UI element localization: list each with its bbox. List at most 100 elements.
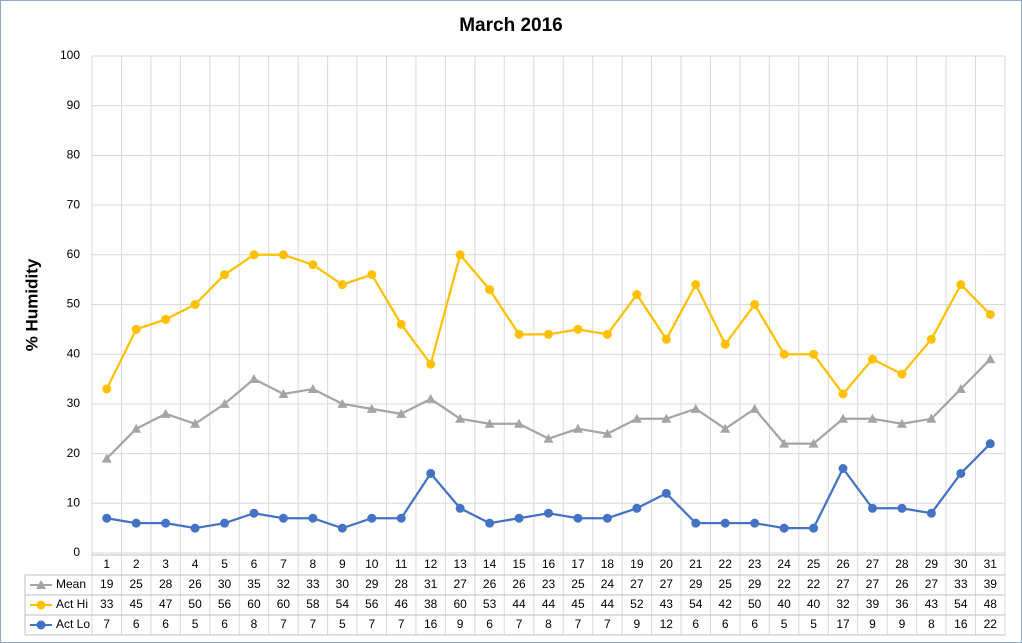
y-tick-label: 50 <box>67 297 81 311</box>
table-value: 25 <box>571 577 585 591</box>
point <box>190 300 200 309</box>
x-tick-label: 22 <box>719 557 733 571</box>
table-value: 32 <box>836 597 850 611</box>
point <box>985 354 996 364</box>
point <box>691 280 701 290</box>
x-tick-label: 24 <box>777 557 791 571</box>
y-tick-label: 90 <box>67 98 81 112</box>
table-value: 50 <box>188 597 202 611</box>
point <box>102 384 112 394</box>
y-tick-label: 0 <box>73 545 80 559</box>
y-tick-label: 70 <box>67 197 81 211</box>
point <box>308 513 318 523</box>
table-value: 60 <box>247 597 261 611</box>
point <box>544 508 553 518</box>
x-tick-label: 18 <box>601 557 615 571</box>
x-tick-label: 17 <box>571 557 585 571</box>
table-value: 7 <box>604 617 611 631</box>
x-tick-label: 16 <box>542 557 556 571</box>
table-value: 40 <box>807 597 821 611</box>
point <box>779 523 789 533</box>
table-value: 6 <box>692 617 699 631</box>
point <box>220 518 230 528</box>
table-value: 30 <box>218 577 232 591</box>
point <box>455 413 466 423</box>
table-value: 22 <box>984 617 998 631</box>
table-value: 45 <box>129 597 143 611</box>
point <box>278 513 288 523</box>
table-value: 27 <box>630 577 644 591</box>
table-value: 8 <box>545 617 552 631</box>
table-value: 7 <box>398 617 405 631</box>
table-value: 5 <box>339 617 346 631</box>
table-value: 23 <box>542 577 556 591</box>
point <box>426 359 436 369</box>
point <box>838 413 849 423</box>
point <box>161 314 171 324</box>
table-value: 9 <box>899 617 906 631</box>
y-tick-label: 30 <box>67 396 81 410</box>
point <box>956 468 966 478</box>
point <box>779 438 790 448</box>
table-value: 25 <box>129 577 143 591</box>
table-value: 9 <box>634 617 641 631</box>
table-value: 6 <box>722 617 729 631</box>
table-value: 16 <box>954 617 968 631</box>
point <box>484 418 495 428</box>
point <box>337 398 348 408</box>
table-value: 25 <box>719 577 733 591</box>
point <box>661 334 671 344</box>
point <box>367 270 377 280</box>
table-value: 27 <box>925 577 939 591</box>
table-value: 60 <box>277 597 291 611</box>
table-value: 44 <box>601 597 615 611</box>
point <box>249 250 259 260</box>
point <box>661 413 672 423</box>
table-value: 54 <box>336 597 350 611</box>
table-value: 6 <box>133 617 140 631</box>
point <box>190 418 201 428</box>
table-value: 40 <box>777 597 791 611</box>
table-value: 28 <box>159 577 173 591</box>
point <box>396 319 406 329</box>
table-value: 6 <box>162 617 169 631</box>
x-tick-label: 6 <box>251 557 258 571</box>
x-tick-label: 25 <box>807 557 821 571</box>
point <box>602 329 612 339</box>
table-value: 43 <box>660 597 674 611</box>
table-value: 17 <box>836 617 850 631</box>
table-value: 60 <box>453 597 467 611</box>
legend-label: Act Hi <box>56 597 88 611</box>
table-value: 29 <box>689 577 703 591</box>
point <box>632 290 642 300</box>
x-tick-label: 4 <box>192 557 199 571</box>
legend-marker <box>36 580 46 589</box>
table-value: 44 <box>512 597 526 611</box>
point <box>455 503 465 513</box>
table-value: 24 <box>601 577 615 591</box>
point <box>514 329 524 339</box>
x-tick-label: 3 <box>162 557 169 571</box>
point <box>131 518 141 528</box>
table-value: 27 <box>660 577 674 591</box>
point <box>809 523 819 533</box>
point <box>720 423 731 433</box>
point <box>337 523 347 533</box>
table-value: 16 <box>424 617 438 631</box>
point <box>396 408 407 418</box>
table-value: 33 <box>954 577 968 591</box>
x-tick-label: 29 <box>925 557 939 571</box>
table-value: 6 <box>486 617 493 631</box>
table-value: 29 <box>748 577 762 591</box>
table-value: 31 <box>424 577 438 591</box>
table-value: 26 <box>895 577 909 591</box>
table-value: 33 <box>306 577 320 591</box>
point <box>455 250 465 260</box>
point <box>779 349 789 359</box>
x-tick-label: 19 <box>630 557 644 571</box>
table-value: 26 <box>483 577 497 591</box>
x-tick-label: 2 <box>133 557 140 571</box>
point <box>602 428 613 438</box>
table-value: 7 <box>103 617 110 631</box>
